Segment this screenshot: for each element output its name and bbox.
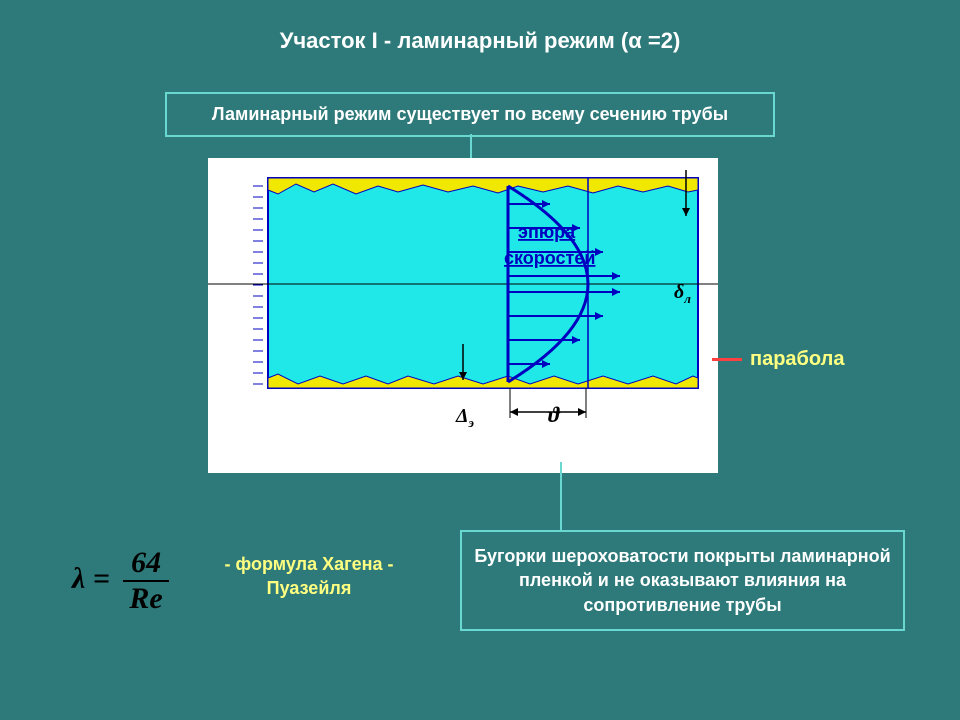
diagram: эпюраскоростейΔэϑδл xyxy=(208,158,718,473)
formula-lhs: λ = xyxy=(72,562,110,595)
svg-text:скоростей: скоростей xyxy=(504,248,595,268)
bottom-callout: Бугорки шероховатости покрыты ламинарной… xyxy=(460,530,905,631)
diagram-svg: эпюраскоростейΔэϑδл xyxy=(208,158,718,473)
formula-caption: - формула Хагена - Пуазейля xyxy=(194,552,424,601)
parabola-connector xyxy=(712,358,742,361)
formula-fraction: 64 Re xyxy=(123,546,168,616)
svg-text:эпюра: эпюра xyxy=(518,222,576,242)
svg-text:ϑ: ϑ xyxy=(548,402,561,427)
connector-bottom xyxy=(560,462,562,530)
connector-top xyxy=(470,134,472,160)
formula: λ = 64 Re xyxy=(72,546,169,616)
parabola-label: парабола xyxy=(750,348,844,371)
formula-denominator: Re xyxy=(123,582,168,616)
page-title: Участок I - ламинарный режим (α =2) xyxy=(0,28,960,54)
top-callout: Ламинарный режим существует по всему сеч… xyxy=(165,92,775,137)
svg-text:Δэ: Δэ xyxy=(455,405,475,430)
formula-numerator: 64 xyxy=(123,546,168,582)
